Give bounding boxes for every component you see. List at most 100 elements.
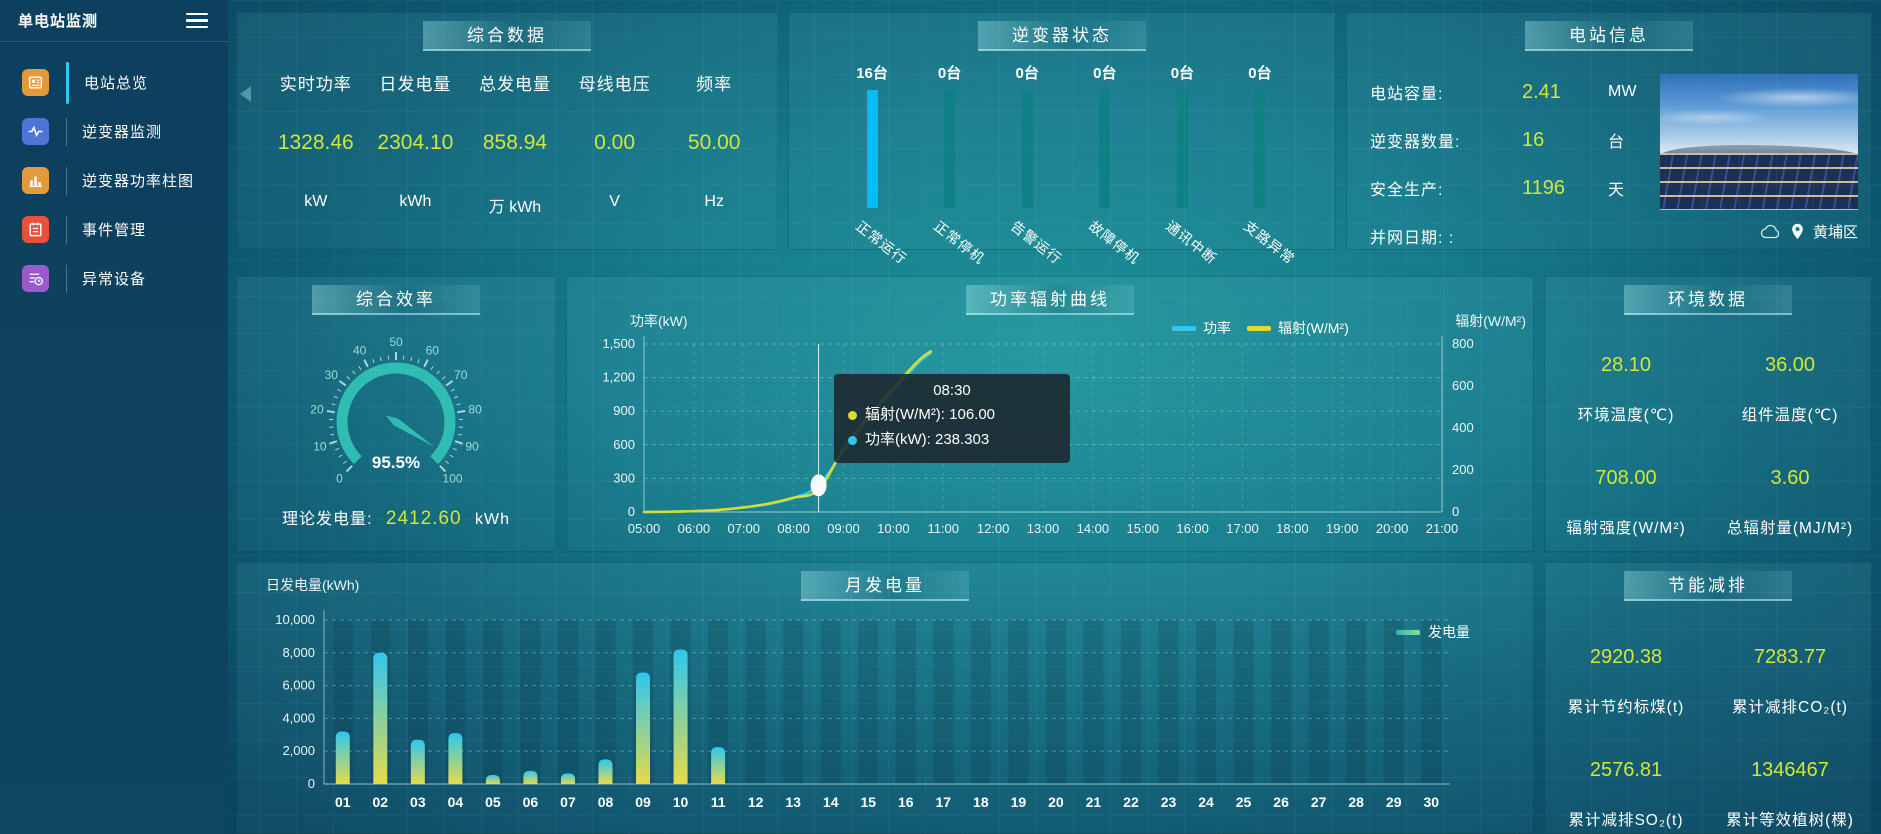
stat-value: 28.10: [1600, 354, 1652, 376]
station-info-row-2: 安全生产: 1196 天: [1370, 164, 1872, 212]
sidebar-item-0[interactable]: 电站总览: [0, 58, 228, 107]
summary-metric-2: 总发电量 858.94 万 kWh: [465, 70, 565, 217]
svg-text:21: 21: [1086, 794, 1102, 810]
stat-energy_saving-3: 1346467 累计等效植树(棵): [1708, 759, 1872, 830]
svg-text:95.5%: 95.5%: [372, 453, 420, 472]
svg-text:06: 06: [523, 794, 539, 810]
svg-text:1,200: 1,200: [602, 370, 635, 385]
sidebar-item-3[interactable]: 事件管理: [0, 205, 228, 254]
svg-text:功率(kW): 功率(kW): [630, 313, 688, 329]
station-info-value: 16: [1522, 128, 1545, 151]
svg-text:25: 25: [1236, 794, 1252, 810]
power-radiation-chart[interactable]: 05:00 06:00 07:00 08:00 09:00 10:00 11:00 12:00…: [566, 276, 1534, 552]
summary-metric-value: 858.94: [482, 131, 548, 154]
summary-metric-unit: Hz: [704, 193, 724, 210]
inverter-power-icon: [22, 167, 49, 194]
tooltip-item-0: 辐射(W/M²): 106.00: [848, 403, 1056, 428]
inverter-monitor-icon: [22, 118, 49, 145]
inverter-status-col-0[interactable]: 16台 正常运行: [840, 62, 910, 267]
inverter-status-col-3[interactable]: 0台 故障停机: [1073, 62, 1143, 267]
svg-text:28: 28: [1348, 794, 1364, 810]
svg-text:30: 30: [325, 368, 339, 382]
summary-metric-value: 2304.10: [377, 131, 454, 154]
station-location[interactable]: 黄埔区: [1760, 221, 1858, 242]
bar-chart-legend[interactable]: 发电量: [1396, 622, 1470, 642]
summary-metric-unit: kWh: [399, 193, 432, 210]
svg-text:60: 60: [426, 344, 440, 358]
inverter-count: 0台: [1248, 65, 1272, 82]
summary-metric-label: 日发电量: [379, 75, 452, 94]
inverter-status-label: 正常停机: [930, 217, 988, 268]
svg-text:13:00: 13:00: [1027, 521, 1060, 536]
stat-value: 3.60: [1770, 467, 1810, 489]
sidebar-item-label: 事件管理: [82, 222, 147, 239]
svg-text:16: 16: [898, 794, 914, 810]
station-info-row-1: 逆变器数量: 16 台: [1370, 116, 1872, 164]
stat-energy_saving-1: 7283.77 累计减排CO₂(t): [1708, 646, 1872, 717]
sidebar-item-1[interactable]: 逆变器监测: [0, 107, 228, 156]
station-info-unit: 台: [1608, 134, 1625, 151]
svg-text:21:00: 21:00: [1426, 521, 1459, 536]
svg-text:13: 13: [785, 794, 801, 810]
svg-text:600: 600: [613, 437, 635, 452]
hamburger-menu-icon[interactable]: [184, 9, 210, 33]
panel-bar-title: 月发电量: [801, 571, 969, 601]
sidebar-item-label: 逆变器监测: [82, 124, 163, 141]
stat-environment-1: 36.00 组件温度(℃): [1708, 354, 1872, 425]
inverter-status-col-2[interactable]: 0台 告警运行: [995, 62, 1065, 267]
svg-text:16:00: 16:00: [1176, 521, 1209, 536]
cloud-icon: [1760, 224, 1780, 239]
svg-text:0: 0: [308, 776, 315, 791]
line-chart-legend[interactable]: 功率 辐射(W/M²): [1172, 318, 1349, 338]
panel-inverter-title: 逆变器状态: [978, 21, 1146, 51]
legend-label: 辐射(W/M²): [1278, 320, 1349, 336]
legend-item-1[interactable]: 辐射(W/M²): [1247, 318, 1349, 338]
monthly-generation-chart[interactable]: 0 2,000 4,000 6,000 8,000 10,000 日发电量(kWh) 01 02…: [236, 562, 1534, 834]
inverter-status-bars[interactable]: 16台 正常运行 0台 正常停机 0台 告警运行 0台 故障停机 0台 通讯中断 0台 支路异常: [788, 12, 1336, 267]
sidebar-item-label: 电站总览: [84, 75, 149, 92]
station-info-unit: 天: [1608, 182, 1625, 199]
summary-metric-label: 母线电压: [578, 75, 651, 94]
svg-text:600: 600: [1452, 378, 1474, 393]
inverter-bar: [1254, 90, 1266, 208]
svg-text:14: 14: [823, 794, 839, 810]
tooltip-series-text: 功率(kW): 238.303: [865, 430, 990, 448]
svg-text:40: 40: [353, 344, 367, 358]
svg-text:23: 23: [1161, 794, 1177, 810]
svg-text:辐射(W/M²): 辐射(W/M²): [1455, 313, 1526, 329]
sidebar-item-4[interactable]: 异常设备: [0, 254, 228, 303]
svg-text:04: 04: [448, 794, 464, 810]
inverter-status-col-4[interactable]: 0台 通讯中断: [1150, 62, 1220, 267]
collapse-arrow-icon[interactable]: [240, 86, 251, 102]
svg-text:50: 50: [389, 336, 403, 349]
environment-metrics: 28.10 环境温度(℃) 36.00 组件温度(℃) 708.00 辐射强度(W/M²)…: [1544, 276, 1872, 538]
summary-metrics: 实时功率 1328.46 kW 日发电量 2304.10 kWh 总发电量 858.94 万 k…: [236, 12, 778, 217]
svg-text:4,000: 4,000: [282, 710, 315, 725]
panel-inverter-status: 逆变器状态 16台 正常运行 0台 正常停机 0台 告警运行 0台 故障停机 0台 通讯中断 0台支…: [788, 12, 1336, 267]
svg-text:07:00: 07:00: [727, 521, 760, 536]
sidebar-header: 单电站监测: [0, 0, 228, 42]
panel-environment: 环境数据 28.10 环境温度(℃) 36.00 组件温度(℃) 708.00 辐射强度(…: [1544, 276, 1872, 552]
svg-text:30: 30: [1423, 794, 1439, 810]
energy-saving-metrics: 2920.38 累计节约标煤(t) 7283.77 累计减排CO₂(t) 2576.81…: [1544, 562, 1872, 830]
sidebar-item-2[interactable]: 逆变器功率柱图: [0, 156, 228, 205]
svg-text:10:00: 10:00: [877, 521, 910, 536]
svg-text:10: 10: [313, 440, 327, 454]
efficiency-gauge: 0 10 20 30 40 50 60 70 80 90 100 95.5%: [310, 336, 482, 486]
svg-text:800: 800: [1452, 336, 1474, 351]
svg-text:12: 12: [748, 794, 764, 810]
svg-text:15:00: 15:00: [1126, 521, 1159, 536]
inverter-bar: [1176, 90, 1188, 208]
inverter-status-col-5[interactable]: 0台支路异常: [1228, 62, 1298, 267]
svg-text:15: 15: [860, 794, 876, 810]
inverter-status-label: 支路异常: [1240, 217, 1299, 268]
stat-label: 累计节约标煤(t): [1567, 699, 1685, 716]
stat-label: 累计等效植树(棵): [1726, 812, 1854, 829]
inverter-status-col-1[interactable]: 0台 正常停机: [918, 62, 988, 267]
theory-generation: 理论发电量: 2412.60 kWh: [236, 505, 556, 530]
legend-item-0[interactable]: 功率: [1172, 318, 1231, 338]
tooltip-series-dot: [848, 410, 857, 420]
summary-metric-value: 50.00: [687, 131, 741, 154]
panel-monthly-generation: 0 2,000 4,000 6,000 8,000 10,000 日发电量(kWh) 01 02…: [236, 562, 1534, 834]
